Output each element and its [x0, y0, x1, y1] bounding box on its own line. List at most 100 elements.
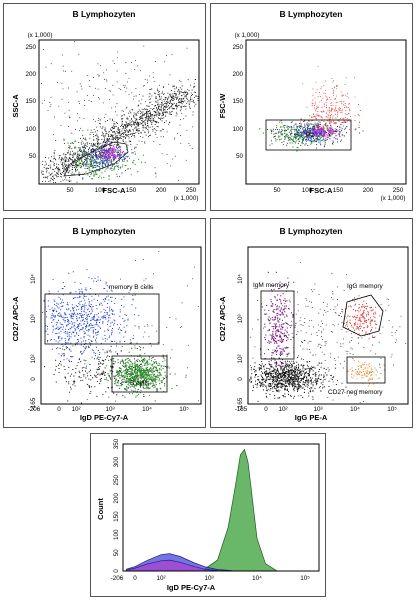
event-dot [331, 127, 333, 129]
event-dot [97, 146, 98, 148]
event-dot [94, 144, 96, 145]
event-dot [149, 120, 151, 121]
event-dot [130, 374, 132, 376]
event-dot [65, 346, 67, 348]
event-dot [84, 347, 86, 349]
event-dot [100, 153, 102, 155]
event-dot [70, 310, 72, 312]
event-dot [313, 131, 315, 133]
event-dot [84, 323, 86, 325]
event-dot [108, 155, 110, 157]
event-dot [323, 131, 325, 133]
event-dot [284, 389, 286, 391]
chart-title: B Lymphozyten [73, 9, 136, 19]
event-dot [343, 120, 345, 122]
event-dot [136, 129, 138, 131]
event-dot [137, 124, 139, 126]
event-dot [145, 120, 147, 121]
event-dot [130, 381, 132, 383]
event-dot [326, 128, 328, 130]
event-dot [171, 105, 172, 107]
event-dot [90, 151, 92, 153]
event-dot [302, 138, 304, 140]
event-dot [78, 160, 80, 162]
event-dot [153, 111, 155, 112]
event-dot [298, 140, 300, 142]
event-dot [100, 152, 101, 154]
event-dot [90, 166, 92, 167]
event-dot [172, 96, 174, 98]
event-dot [70, 315, 72, 317]
event-dot [129, 359, 131, 361]
event-dot [330, 99, 332, 100]
event-dot [77, 157, 79, 159]
event-dot [92, 163, 94, 165]
event-dot [72, 369, 74, 370]
event-dot [83, 145, 85, 147]
event-dot [122, 384, 124, 386]
event-dot [287, 129, 289, 130]
event-dot [175, 105, 176, 106]
event-dot [129, 122, 131, 124]
event-dot [97, 140, 98, 142]
event-dot [111, 296, 113, 298]
event-dot [126, 125, 128, 127]
event-dot [282, 144, 284, 146]
event-dot [98, 156, 100, 158]
event-dot [336, 110, 337, 112]
event-dot [141, 108, 143, 110]
event-dot [146, 375, 148, 377]
event-dot [84, 159, 86, 161]
event-dot [105, 150, 107, 152]
event-dot [106, 379, 108, 381]
event-dot [348, 97, 350, 99]
event-dot [110, 145, 112, 147]
event-dot [143, 385, 145, 387]
event-dot [101, 161, 103, 163]
event-dot [95, 169, 97, 171]
event-dot [312, 94, 314, 96]
y-tick-label: 100 [25, 126, 36, 133]
event-dot [82, 370, 83, 372]
event-dot [67, 329, 69, 330]
event-dot [138, 367, 140, 369]
event-dot [152, 371, 154, 373]
event-dot [109, 152, 111, 154]
event-dot [99, 319, 101, 321]
event-dot [136, 119, 138, 121]
event-dot [96, 162, 98, 164]
event-dot [127, 387, 129, 389]
event-dot [106, 148, 108, 150]
event-dot [64, 142, 65, 144]
event-dot [119, 362, 121, 364]
event-dot [64, 112, 66, 114]
event-dot [326, 139, 328, 140]
event-dot [140, 346, 142, 348]
event-dot [61, 82, 63, 84]
event-dot [145, 370, 147, 372]
event-dot [91, 340, 93, 342]
event-dot [95, 339, 96, 341]
event-dot [332, 117, 334, 119]
event-dot [349, 108, 350, 110]
event-dot [98, 150, 100, 152]
plot-frame [40, 246, 202, 405]
event-dot [291, 131, 292, 133]
event-dot [128, 124, 130, 125]
event-dot [111, 313, 113, 314]
event-dot [161, 102, 163, 103]
event-dot [142, 114, 144, 116]
event-dot [137, 389, 139, 390]
event-dot [131, 369, 133, 371]
event-dot [141, 161, 143, 163]
event-dot [66, 158, 68, 160]
event-dot [119, 383, 121, 385]
event-dot [97, 155, 99, 157]
event-dot [318, 135, 320, 137]
event-dot [331, 128, 333, 130]
event-dot [131, 373, 133, 375]
event-dot [90, 101, 92, 102]
event-dot [323, 137, 325, 139]
event-dot [108, 90, 110, 92]
event-dot [107, 149, 109, 151]
